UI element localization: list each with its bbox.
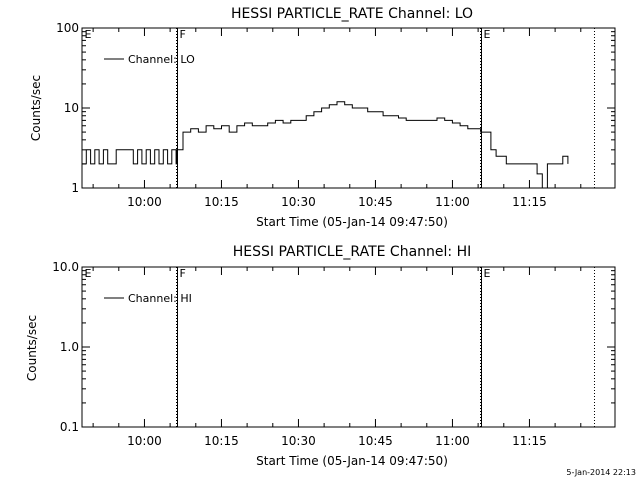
- y-axis-label-lo: Counts/sec: [29, 75, 43, 141]
- x-tick-label: 10:45: [358, 195, 393, 209]
- y-tick-label: 1.0: [60, 340, 79, 354]
- y-axis-label-hi: Counts/sec: [25, 315, 39, 381]
- x-tick-label: 10:00: [127, 195, 162, 209]
- legend-label-lo: Channel: LO: [128, 53, 195, 66]
- flag-label: E: [85, 28, 92, 41]
- x-tick-label: 10:45: [358, 434, 393, 448]
- flag-label: F: [180, 267, 186, 280]
- flag-label: F: [180, 28, 186, 41]
- y-tick-label: 1: [71, 181, 79, 195]
- footer-timestamp: 5-Jan-2014 22:13: [566, 468, 636, 477]
- y-tick-label: 10.0: [52, 260, 79, 274]
- legend-label-hi: Channel: HI: [128, 292, 192, 305]
- x-tick-label: 11:00: [435, 434, 470, 448]
- x-tick-label: 11:00: [435, 195, 470, 209]
- x-axis-label-lo: Start Time (05-Jan-14 09:47:50): [256, 215, 448, 229]
- x-tick-label: 11:15: [512, 195, 547, 209]
- x-tick-label: 10:00: [127, 434, 162, 448]
- x-axis-label-hi: Start Time (05-Jan-14 09:47:50): [256, 454, 448, 468]
- x-tick-label: 11:15: [512, 434, 547, 448]
- plot-frame-hi: [81, 266, 616, 428]
- x-tick-label: 10:15: [204, 195, 239, 209]
- y-tick-label: 0.1: [60, 420, 79, 434]
- x-tick-label: 10:30: [281, 195, 316, 209]
- x-tick-label: 10:15: [204, 434, 239, 448]
- chart-title-hi: HESSI PARTICLE_RATE Channel: HI: [233, 244, 471, 260]
- flag-label: E: [85, 267, 92, 280]
- flag-label: E: [484, 267, 491, 280]
- y-tick-label: 10: [64, 101, 79, 115]
- y-tick-label: 100: [56, 21, 79, 35]
- chart-title-lo: HESSI PARTICLE_RATE Channel: LO: [231, 6, 473, 22]
- series-line-lo: [82, 101, 569, 189]
- plot-area-lo: 1 10 100 10:00 10:15 10:30 10:45 11:00 11:15 E F E: [56, 21, 616, 209]
- x-tick-label: 10:30: [281, 434, 316, 448]
- flag-label: E: [484, 28, 491, 41]
- plot-area-hi: 0.1 1.0 10.0 10:00 10:15 10:30 10:45 11:00 11:15…: [52, 260, 616, 448]
